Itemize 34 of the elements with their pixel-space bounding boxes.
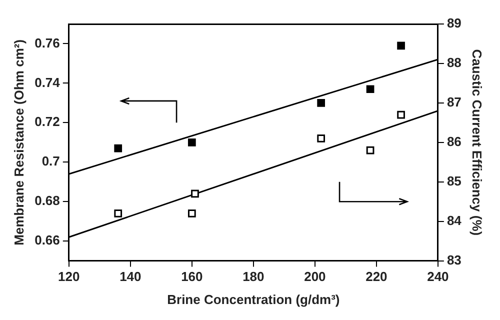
x-tick-label: 180	[242, 269, 264, 284]
y-tick-label: 0.66	[34, 232, 60, 248]
x-tick-label: 140	[120, 269, 142, 284]
y2-tick-label: 86	[446, 134, 462, 149]
y-tick-label: 0.68	[34, 193, 60, 208]
point	[188, 138, 196, 146]
y2-tick-label: 83	[446, 252, 462, 268]
point	[114, 144, 122, 152]
point	[397, 42, 405, 50]
point	[366, 85, 374, 94]
y2-tick-label: 89	[446, 16, 462, 31]
point	[317, 134, 326, 142]
y-axis-title: Membrane Resistance (Ohm cm²)	[11, 39, 26, 246]
x-axis-title: Brine Concentration (g/dm³)	[167, 292, 340, 307]
y2-tick-label: 87	[446, 94, 462, 110]
x-tick-label: 220	[366, 269, 388, 284]
y-tick-label: 0.76	[34, 35, 60, 50]
point	[397, 110, 405, 119]
y-tick-label: 0.74	[34, 74, 61, 90]
point	[317, 99, 326, 107]
x-tick-label: 120	[58, 269, 80, 284]
x-tick-label: 240	[427, 269, 449, 284]
y2-tick-label: 84	[446, 212, 462, 228]
point	[366, 146, 374, 154]
point	[188, 210, 196, 218]
y-tick-label: 0.7	[42, 154, 60, 169]
x-tick-label: 200	[304, 269, 326, 284]
point	[191, 190, 199, 198]
y2-tick-label: 88	[446, 55, 462, 70]
point	[114, 210, 122, 218]
y-tick-label: 0.72	[34, 114, 60, 130]
y2-axis-title: Caustic Current Efficiency (%)	[470, 49, 485, 236]
x-tick-label: 160	[181, 269, 203, 284]
y2-tick-label: 85	[446, 173, 462, 188]
